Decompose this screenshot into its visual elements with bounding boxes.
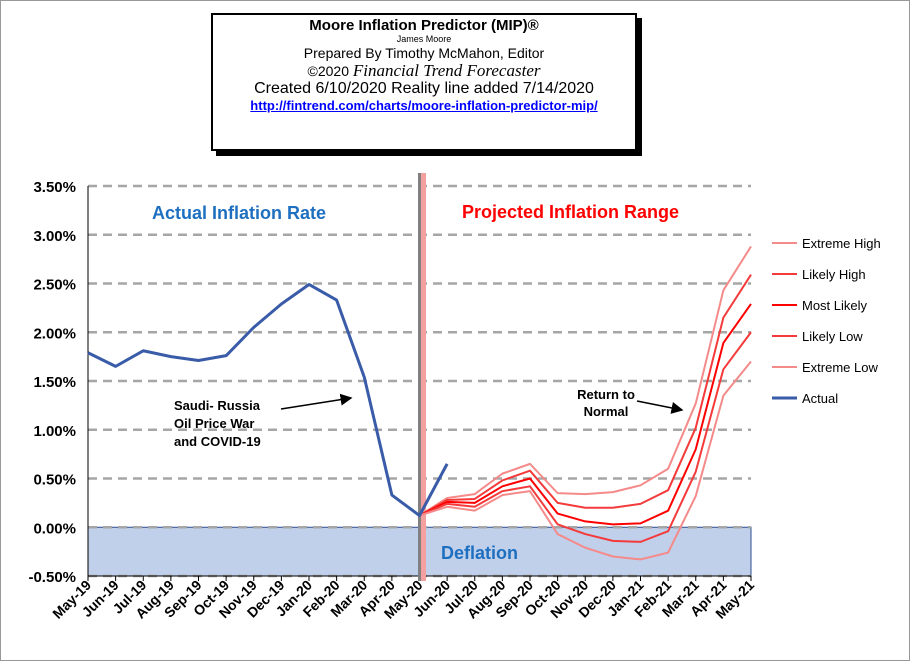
annotation-text: and COVID-19 [174, 434, 261, 449]
legend-label: Actual [802, 391, 838, 406]
copyright: ©2020 [307, 62, 349, 79]
annotation-arrow [280, 393, 353, 410]
y-tick-label: 2.00% [33, 325, 76, 342]
y-tick-label: 3.00% [33, 228, 76, 245]
y-tick-label: 1.50% [33, 374, 76, 391]
y-tick-label: -0.50% [28, 569, 76, 586]
annotation-arrow [636, 400, 684, 414]
y-tick-label: 0.50% [33, 472, 76, 489]
author: James Moore [396, 34, 452, 45]
legend-label: Most Likely [802, 298, 868, 313]
annotation-text: Oil Price War [174, 416, 254, 431]
chart-title: Moore Inflation Predictor (MIP)® [309, 17, 539, 34]
legend-label: Extreme Low [802, 360, 878, 375]
deflation-label: Deflation [441, 543, 518, 563]
y-tick-label: 1.00% [33, 423, 76, 440]
prepared-by: Prepared By Timothy McMahon, Editor [303, 44, 545, 61]
y-tick-label: 2.50% [33, 277, 76, 294]
actual-label: Actual Inflation Rate [152, 203, 326, 223]
y-tick-label: 0.00% [33, 520, 76, 537]
annotation-text: Normal [584, 404, 629, 419]
source-link[interactable]: http://fintrend.com/charts/moore-inflati… [250, 97, 598, 113]
publisher: Financial Trend Forecaster [352, 60, 541, 80]
annotation-text: Saudi- Russia [174, 398, 261, 413]
created-note: Created 6/10/2020 Reality line added 7/1… [254, 80, 594, 98]
annotation-text: Return to [577, 387, 635, 402]
legend-label: Likely High [802, 267, 866, 282]
legend-label: Extreme High [802, 236, 881, 251]
y-tick-label: 3.50% [33, 179, 76, 196]
title-box: Moore Inflation Predictor (MIP)® James M… [211, 13, 637, 151]
projected-label: Projected Inflation Range [462, 202, 679, 222]
legend-label: Likely Low [802, 329, 863, 344]
series-line-actual [87, 282, 449, 518]
